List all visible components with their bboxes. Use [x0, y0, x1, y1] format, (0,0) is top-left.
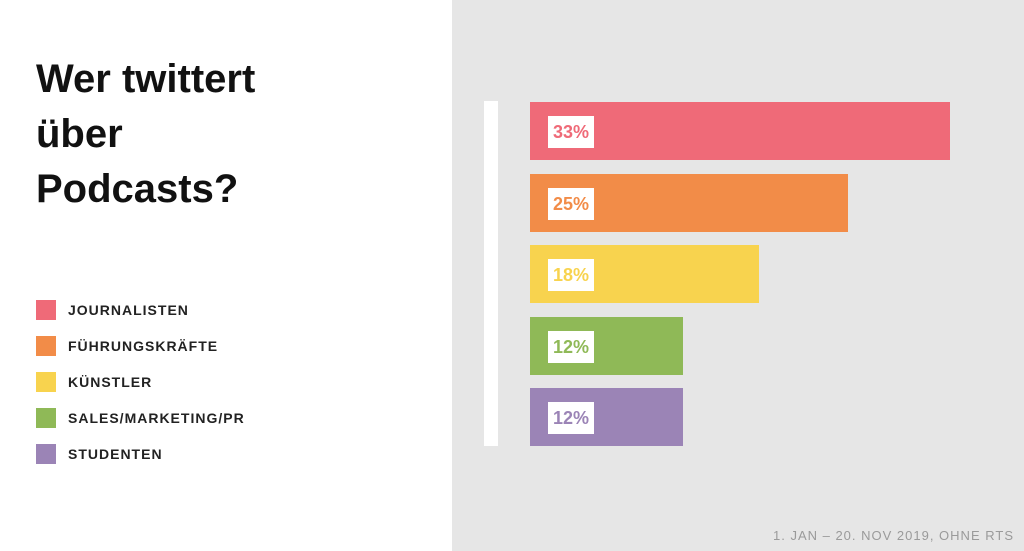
bar-value-label: 25% — [548, 188, 595, 220]
legend-item-sales-marketing-pr: SALES/MARKETING/PR — [36, 408, 245, 428]
legend-swatch — [36, 408, 56, 428]
bar: 25% — [530, 174, 848, 232]
bar-value-label: 33% — [548, 116, 595, 148]
bar-baseline — [484, 101, 498, 446]
bar-value-label: 12% — [548, 331, 595, 363]
legend-label: FÜHRUNGSKRÄFTE — [68, 338, 219, 354]
legend-label: SALES/MARKETING/PR — [68, 410, 245, 426]
chart-title: Wer twittert über Podcasts? — [36, 57, 256, 211]
bar-value-label: 12% — [548, 402, 595, 434]
legend-item-fuehrungskraefte: FÜHRUNGSKRÄFTE — [36, 336, 245, 356]
legend-label: JOURNALISTEN — [68, 302, 189, 318]
bar: 12% — [530, 317, 683, 375]
bar-value-label: 18% — [548, 259, 595, 291]
legend-swatch — [36, 336, 56, 356]
left-panel: Wer twittert über Podcasts? JOURNALISTEN… — [0, 0, 452, 551]
legend-label: STUDENTEN — [68, 446, 163, 462]
legend: JOURNALISTEN FÜHRUNGSKRÄFTE KÜNSTLER SAL… — [36, 300, 245, 480]
legend-item-kuenstler: KÜNSTLER — [36, 372, 245, 392]
bar: 33% — [530, 102, 950, 160]
bar: 12% — [530, 388, 683, 446]
legend-swatch — [36, 372, 56, 392]
legend-swatch — [36, 444, 56, 464]
legend-label: KÜNSTLER — [68, 374, 153, 390]
bar: 18% — [530, 245, 759, 303]
footnote: 1. JAN – 20. NOV 2019, OHNE RTS — [772, 528, 1014, 543]
legend-swatch — [36, 300, 56, 320]
legend-item-studenten: STUDENTEN — [36, 444, 245, 464]
legend-item-journalisten: JOURNALISTEN — [36, 300, 245, 320]
